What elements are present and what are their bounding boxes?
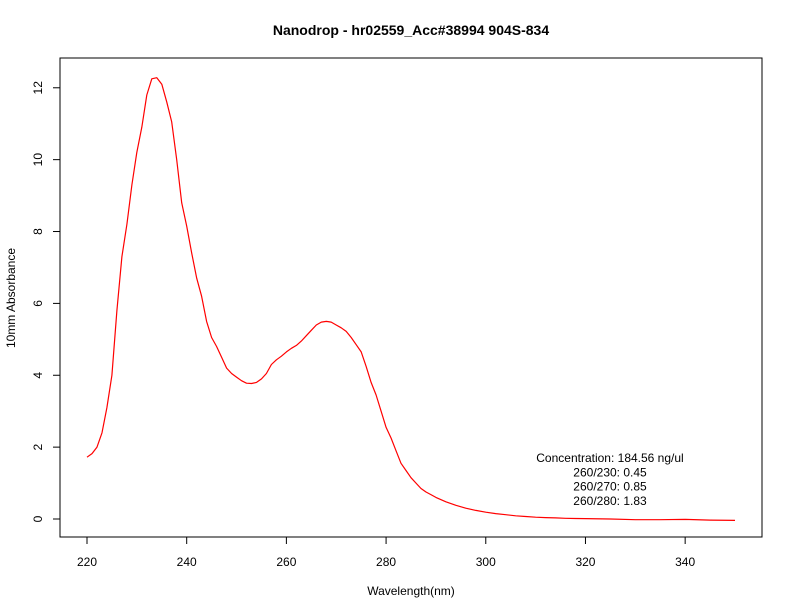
series-group — [86, 77, 736, 521]
y-tick-label: 2 — [31, 443, 45, 450]
annotation-line: Concentration: 184.56 ng/ul — [536, 451, 683, 465]
x-axis-label: Wavelength(nm) — [367, 584, 455, 598]
y-tick-label: 4 — [31, 372, 45, 379]
x-tick-label: 320 — [575, 555, 595, 569]
x-tick-label: 220 — [77, 555, 97, 569]
series-line — [86, 77, 736, 521]
annotation-line: 260/230: 0.45 — [573, 465, 647, 479]
y-tick-label: 12 — [31, 81, 45, 95]
annotation-line: 260/280: 1.83 — [573, 494, 647, 508]
chart-title: Nanodrop - hr02559_Acc#38994 904S-834 — [273, 22, 549, 38]
y-tick-label: 8 — [31, 228, 45, 235]
annotation-line: 260/270: 0.85 — [573, 480, 647, 494]
x-tick-label: 260 — [276, 555, 296, 569]
y-tick-label: 6 — [31, 300, 45, 307]
x-tick-label: 340 — [675, 555, 695, 569]
y-tick-label: 10 — [31, 153, 45, 167]
x-axis: 220 240 260 280 300 320 340 — [77, 536, 695, 569]
y-axis: 0 2 4 6 8 10 12 — [31, 81, 61, 522]
y-axis-label: 10mm Absorbance — [4, 248, 18, 348]
x-tick-label: 300 — [476, 555, 496, 569]
x-tick-label: 240 — [177, 555, 197, 569]
y-tick-label: 0 — [31, 515, 45, 522]
x-tick-label: 280 — [376, 555, 396, 569]
